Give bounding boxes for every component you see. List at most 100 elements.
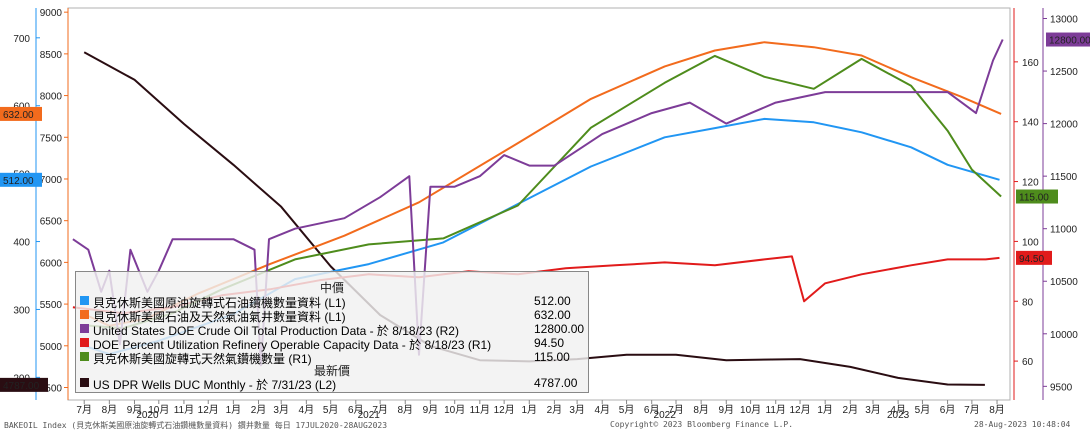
legend-row-red: DOE Percent Utilization Refinery Operabl… bbox=[80, 336, 584, 352]
legend-value-green: 115.00 bbox=[534, 350, 570, 364]
legend-swatch-red bbox=[80, 338, 89, 347]
axis-right-2-tick-label: 12500 bbox=[1050, 67, 1078, 78]
x-axis-year-label: 2022 bbox=[654, 410, 677, 420]
axis-left-2-tick-label: 400 bbox=[13, 238, 30, 249]
axis-left-1-tick-label: 9000 bbox=[40, 8, 63, 19]
axis-right-2-tick-label: 10500 bbox=[1050, 277, 1078, 288]
x-axis-month-label: 1月 bbox=[817, 404, 833, 416]
legend-row-bake: 貝克休斯美國原油旋轉式石油鑽機數量資料 (L1) 512.00 bbox=[80, 294, 584, 310]
x-axis-year-label: 2020 bbox=[136, 410, 159, 420]
x-axis-month-label: 9月 bbox=[718, 404, 734, 416]
axis-right-2-tick-label: 10000 bbox=[1050, 330, 1078, 341]
x-axis-month-label: 8月 bbox=[989, 404, 1005, 416]
legend-label-purple: United States DOE Crude Oil Total Produc… bbox=[93, 324, 459, 338]
legend-label-orange: 貝克休斯美國石油及天然氣油氣井數量資料 (L1) bbox=[93, 310, 346, 324]
legend-label-bake: 貝克休斯美國原油旋轉式石油鑽機數量資料 (L1) bbox=[93, 296, 346, 310]
x-axis-month-label: 7月 bbox=[668, 404, 684, 416]
axis-left-1-tick-label: 7500 bbox=[40, 133, 63, 144]
x-axis-month-label: 6月 bbox=[940, 404, 956, 416]
x-axis-month-label: 12月 bbox=[494, 404, 515, 416]
axis-right-1-tick-label: 140 bbox=[1022, 118, 1039, 129]
x-axis-month-label: 7月 bbox=[964, 404, 980, 416]
badge-red bbox=[1016, 250, 1052, 265]
axis-right-2-tick-label: 12000 bbox=[1050, 120, 1078, 131]
axis-right-1-tick-label: 120 bbox=[1022, 178, 1039, 189]
legend-row-purple: United States DOE Crude Oil Total Produc… bbox=[80, 322, 585, 338]
badge-label-green: 115.00 bbox=[1019, 193, 1049, 204]
badge-black bbox=[0, 377, 48, 392]
badge-orange bbox=[0, 106, 42, 121]
badge-green bbox=[1016, 189, 1058, 204]
legend-swatch-bake bbox=[80, 296, 89, 305]
x-axis-month-label: 11月 bbox=[174, 404, 194, 416]
badge-label-black: 4787.00 bbox=[3, 381, 40, 392]
legend-swatch-green bbox=[80, 352, 89, 361]
x-axis-month-label: 5月 bbox=[915, 404, 931, 416]
legend-label-red: DOE Percent Utilization Refinery Operabl… bbox=[93, 338, 492, 352]
x-axis-month-label: 9月 bbox=[423, 404, 439, 416]
badge-label-bake: 512.00 bbox=[3, 176, 34, 187]
axis-left-1-tick-label: 4500 bbox=[40, 383, 63, 394]
x-axis-month-label: 8月 bbox=[397, 404, 413, 416]
legend-value-purple: 12800.00 bbox=[534, 322, 585, 336]
legend-value-red: 94.50 bbox=[534, 336, 565, 350]
x-axis-month-label: 8月 bbox=[102, 404, 118, 416]
axis-left-1-tick-label: 6500 bbox=[40, 217, 63, 228]
axis-right-2-tick-label: 13000 bbox=[1050, 15, 1078, 26]
x-axis-month-label: 4月 bbox=[594, 404, 610, 416]
x-axis-month-label: 8月 bbox=[693, 404, 709, 416]
legend-row-green: 貝克休斯美國旋轉式天然氣鑽機數量 (R1) 115.00 bbox=[80, 350, 584, 366]
badge-purple bbox=[1046, 32, 1090, 47]
axis-left-2-tick-label: 700 bbox=[13, 34, 30, 45]
x-axis-month-label: 2月 bbox=[843, 404, 859, 416]
axis-right-2-tick-label: 9500 bbox=[1050, 382, 1073, 393]
x-axis-month-label: 2月 bbox=[547, 404, 563, 416]
x-axis-month-label: 11月 bbox=[766, 404, 786, 416]
axis-left-1-tick-label: 8500 bbox=[40, 50, 63, 61]
x-axis-month-label: 10月 bbox=[148, 404, 169, 416]
legend-swatch-black bbox=[80, 378, 89, 387]
x-axis-month-label: 6月 bbox=[644, 404, 660, 416]
axis-right-1-tick-label: 80 bbox=[1022, 297, 1034, 308]
x-axis-month-label: 3月 bbox=[569, 404, 585, 416]
x-axis-month-label: 7月 bbox=[76, 404, 92, 416]
axis-left-1-tick-label: 8000 bbox=[40, 92, 63, 103]
badge-label-orange: 632.00 bbox=[3, 110, 34, 121]
x-axis-month-label: 6月 bbox=[348, 404, 364, 416]
x-axis-year-label: 2021 bbox=[358, 410, 381, 420]
footer-timestamp: 28-Aug-2023 10:48:04 bbox=[974, 420, 1071, 429]
axis-right-1-tick-label: 160 bbox=[1022, 58, 1039, 69]
legend-swatch-orange bbox=[80, 310, 89, 319]
x-axis-month-label: 7月 bbox=[372, 404, 388, 416]
footer-source: BAKEOIL Index (貝克休斯美國原油旋轉式石油鑽機數量資料) 鑽井數量… bbox=[4, 421, 388, 430]
x-axis-month-label: 12月 bbox=[198, 404, 219, 416]
x-axis-month-label: 11月 bbox=[470, 404, 490, 416]
x-axis-month-label: 5月 bbox=[619, 404, 635, 416]
legend-value-bake: 512.00 bbox=[534, 294, 571, 308]
legend-header-last: 最新價 bbox=[313, 364, 350, 378]
x-axis-month-label: 5月 bbox=[323, 404, 339, 416]
x-axis-month-label: 4月 bbox=[890, 404, 906, 416]
x-axis-month-label: 12月 bbox=[789, 404, 810, 416]
badge-label-purple: 12800.00 bbox=[1049, 36, 1090, 47]
axis-right-2-tick-label: 11500 bbox=[1050, 172, 1078, 183]
badge-bake bbox=[0, 172, 42, 187]
legend-row-orange: 貝克休斯美國石油及天然氣油氣井數量資料 (L1) 632.00 bbox=[80, 308, 584, 324]
axis-left-1-tick-label: 5500 bbox=[40, 300, 63, 311]
legend-value-orange: 632.00 bbox=[534, 308, 571, 322]
x-axis-month-label: 10月 bbox=[740, 404, 761, 416]
x-axis-month-label: 3月 bbox=[865, 404, 881, 416]
legend-label-black: US DPR Wells DUC Monthly - 於 7/31/23 (L2… bbox=[93, 378, 337, 392]
legend: 中價 貝克休斯美國原油旋轉式石油鑽機數量資料 (L1) 512.00 貝克休斯美… bbox=[75, 271, 589, 393]
axis-left-2-tick-label: 300 bbox=[13, 305, 30, 316]
legend-header-current: 中價 bbox=[319, 281, 344, 295]
footer-copyright: Copyright© 2023 Bloomberg Finance L.P. bbox=[610, 420, 794, 429]
legend-swatch-purple bbox=[80, 324, 89, 333]
axis-left-1-tick-label: 7000 bbox=[40, 175, 63, 186]
x-axis-month-label: 1月 bbox=[226, 404, 242, 416]
x-axis-month-label: 10月 bbox=[444, 404, 465, 416]
axis-left-1-tick-label: 6000 bbox=[40, 258, 63, 269]
x-axis-month-label: 3月 bbox=[273, 404, 289, 416]
legend-value-black: 4787.00 bbox=[534, 376, 578, 390]
x-axis-month-label: 9月 bbox=[127, 404, 143, 416]
